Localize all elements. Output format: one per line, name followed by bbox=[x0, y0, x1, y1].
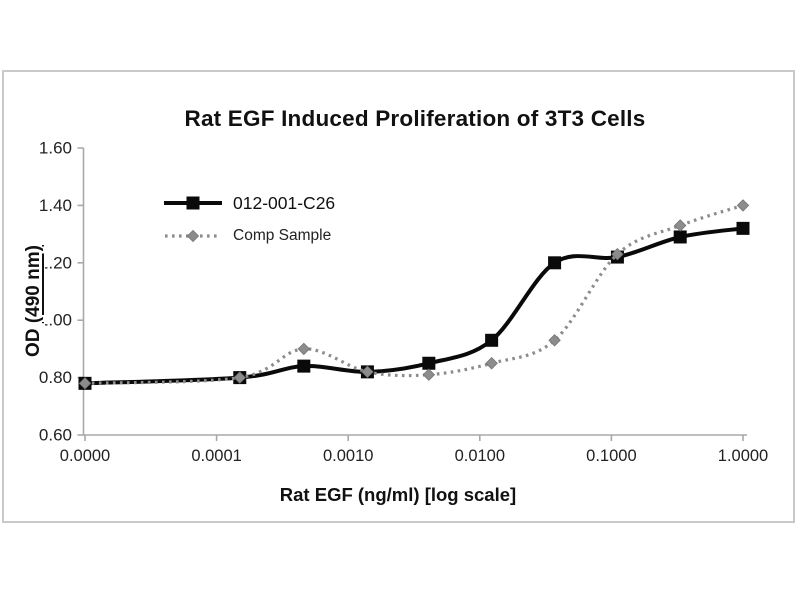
data-point-marker-0 bbox=[422, 356, 436, 370]
legend-item-comp: Comp Sample bbox=[164, 226, 335, 246]
y-tick-label: 1.40 bbox=[39, 196, 72, 215]
x-tick-label: 0.0010 bbox=[323, 447, 373, 465]
y-axis-title-underlined: (490 nm) bbox=[23, 245, 44, 324]
data-point-marker-1 bbox=[78, 377, 92, 390]
chart-title: Rat EGF Induced Proliferation of 3T3 Cel… bbox=[184, 106, 646, 131]
dotted-line-swatch-icon bbox=[165, 229, 221, 243]
x-tick-label: 0.0001 bbox=[191, 447, 241, 465]
data-point-marker-1 bbox=[611, 247, 624, 261]
data-point-marker-1 bbox=[548, 334, 561, 347]
data-point-marker-1 bbox=[485, 357, 498, 370]
data-point-marker-0 bbox=[736, 221, 750, 235]
data-point-marker-0 bbox=[297, 359, 311, 373]
x-axis-title: Rat EGF (ng/ml) [log scale] bbox=[279, 484, 517, 505]
chart-frame bbox=[2, 70, 795, 523]
solid-line-swatch-icon bbox=[164, 196, 222, 210]
y-tick-label: 0.60 bbox=[39, 426, 72, 445]
legend-label-comp: Comp Sample bbox=[233, 227, 332, 244]
y-tick-label: 1.60 bbox=[39, 139, 72, 158]
data-point-marker-0 bbox=[673, 230, 687, 244]
y-tick-label: 0.80 bbox=[39, 368, 72, 387]
legend-item-main: 012-001-C26 bbox=[164, 193, 335, 213]
data-point-marker-1 bbox=[361, 365, 374, 379]
data-point-marker-1 bbox=[736, 199, 750, 212]
legend: 012-001-C26 Comp Sample bbox=[164, 193, 335, 246]
y-tick-label: 1.20 bbox=[39, 253, 72, 272]
data-point-marker-0 bbox=[485, 333, 499, 347]
x-tick-label: 0.0100 bbox=[455, 447, 505, 465]
data-point-marker-0 bbox=[548, 256, 562, 270]
legend-label-main: 012-001-C26 bbox=[233, 192, 336, 213]
x-tick-label: 1.0000 bbox=[718, 447, 768, 465]
x-tick-label: 0.1000 bbox=[586, 447, 636, 465]
series-line-0 bbox=[84, 226, 744, 386]
series-line-1 bbox=[84, 203, 744, 385]
x-tick-label: 0.0000 bbox=[60, 447, 110, 465]
data-point-marker-1 bbox=[422, 368, 436, 381]
y-axis-title-prefix: OD bbox=[23, 323, 44, 357]
y-tick-label: 1.00 bbox=[39, 311, 72, 330]
data-point-marker-1 bbox=[233, 371, 246, 384]
data-point-marker-1 bbox=[297, 342, 311, 356]
data-point-marker-1 bbox=[674, 219, 687, 232]
y-axis-title: OD (490 nm) bbox=[23, 243, 45, 359]
